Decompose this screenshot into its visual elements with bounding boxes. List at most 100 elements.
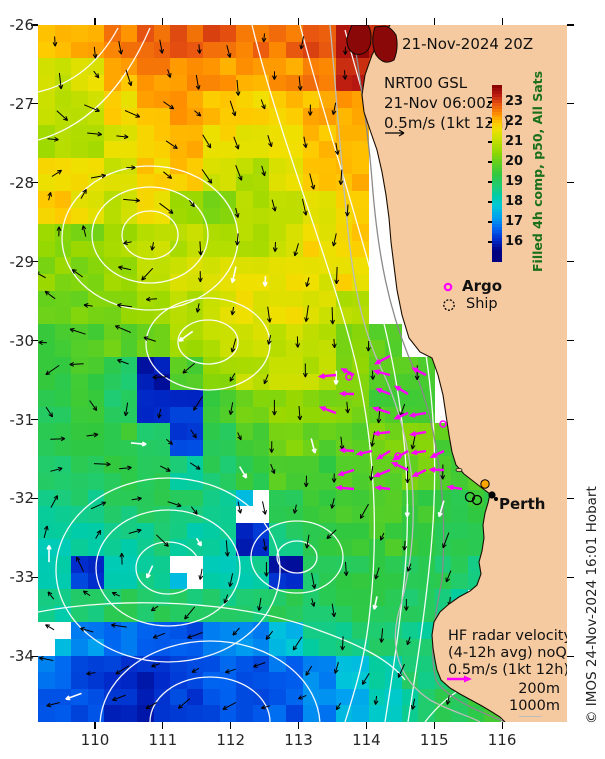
sst-cell <box>153 423 171 441</box>
sst-cell <box>252 58 271 76</box>
colorbar-tick-label: 16 <box>505 234 524 249</box>
sst-cell <box>252 190 271 209</box>
sst-cell <box>319 58 337 76</box>
sst-cell <box>335 107 353 126</box>
y-axis-label: -27 <box>9 94 35 113</box>
sst-cell <box>186 124 204 142</box>
sst-cell <box>236 141 254 159</box>
sst-cell <box>219 174 237 192</box>
y-axis-label: -34 <box>9 647 35 666</box>
sst-cell <box>71 473 89 491</box>
sst-cell <box>120 356 138 375</box>
sst-cell <box>153 340 171 358</box>
sst-cell <box>319 356 337 375</box>
sst-cell <box>319 323 337 341</box>
sst-cell <box>87 190 105 209</box>
sst-cell <box>352 323 370 341</box>
sst-cell <box>418 373 436 391</box>
sst-cell <box>236 257 254 275</box>
sst-cell <box>153 257 171 275</box>
sst-cell <box>54 323 72 341</box>
colorbar-tick-label: 23 <box>505 94 524 109</box>
sst-cell <box>285 290 304 308</box>
depth-1000m-label: 1000m <box>508 698 560 714</box>
sst-cell <box>236 25 254 43</box>
sst-cell <box>153 25 171 43</box>
sst-cell <box>153 290 171 308</box>
sst-cell <box>219 107 237 126</box>
sst-cell <box>252 439 271 458</box>
sst-cell <box>186 473 204 491</box>
sst-cell <box>71 373 89 391</box>
sst-cell <box>335 157 353 175</box>
y-axis-label: -28 <box>9 173 35 192</box>
sst-cell <box>120 439 138 458</box>
sst-cell <box>203 356 221 375</box>
argo-legend-label: Argo <box>462 277 503 295</box>
hf-legend-line1: HF radar velocity <box>448 628 567 644</box>
sst-cell <box>219 323 237 341</box>
sst-cell <box>104 290 122 308</box>
sst-cell <box>285 273 304 292</box>
sst-cell <box>38 390 56 408</box>
sst-cell <box>137 456 155 474</box>
sst-cell <box>269 273 287 292</box>
sst-cell <box>236 74 254 92</box>
sst-cell <box>319 157 337 175</box>
sst-cell <box>137 423 155 441</box>
sst-cell <box>87 157 105 175</box>
sst-cell <box>252 423 271 441</box>
sst-cell <box>186 157 204 175</box>
sst-cell <box>285 240 304 258</box>
sst-cell <box>186 141 204 159</box>
sst-cell <box>170 25 188 43</box>
sst-cell <box>38 423 56 441</box>
sst-cell <box>153 439 171 458</box>
y-axis-tick-right <box>567 340 574 342</box>
sst-cell <box>252 141 271 159</box>
sst-cell <box>38 207 56 225</box>
sst-cell <box>170 58 188 76</box>
sst-cell <box>87 340 105 358</box>
sst-cell <box>137 473 155 491</box>
model-name-label: NRT00 GSL <box>384 74 468 92</box>
sst-cell <box>71 423 89 441</box>
sst-cell <box>203 91 221 109</box>
sst-cell <box>71 290 89 308</box>
sst-cell <box>219 157 237 175</box>
x-axis-tick-top <box>162 18 164 25</box>
sst-cell <box>38 107 56 126</box>
sst-cell <box>269 390 287 408</box>
sst-cell <box>285 423 304 441</box>
sst-cell <box>418 406 436 424</box>
sst-cell <box>54 41 72 59</box>
sst-cell <box>170 473 188 491</box>
sst-cell <box>104 240 122 258</box>
sst-cell <box>186 190 204 209</box>
sst-cell <box>104 356 122 375</box>
sst-cell <box>219 91 237 109</box>
argo-legend-icon <box>443 282 453 292</box>
sst-cell <box>285 25 304 43</box>
sst-cell <box>87 107 105 126</box>
sst-cell <box>236 273 254 292</box>
x-axis-tick-top <box>501 18 503 25</box>
sst-cell <box>186 257 204 275</box>
sst-cell <box>120 25 138 43</box>
colorbar-tick-label: 18 <box>505 194 524 209</box>
sst-cell <box>120 224 138 242</box>
sst-cell <box>38 141 56 159</box>
sst-cell <box>38 58 56 76</box>
sst-cell <box>269 174 287 192</box>
sst-cell <box>352 240 370 258</box>
x-axis-tick <box>501 722 503 729</box>
sst-cell <box>236 207 254 225</box>
sst-cell <box>71 174 89 192</box>
sst-cell <box>352 356 370 375</box>
model-time-label: 21-Nov 06:00Z <box>384 94 497 112</box>
scale-arrow-icon <box>385 129 405 137</box>
sst-cell <box>252 240 271 258</box>
sst-cell <box>186 273 204 292</box>
sst-cell <box>170 91 188 109</box>
x-axis-tick-top <box>365 18 367 25</box>
